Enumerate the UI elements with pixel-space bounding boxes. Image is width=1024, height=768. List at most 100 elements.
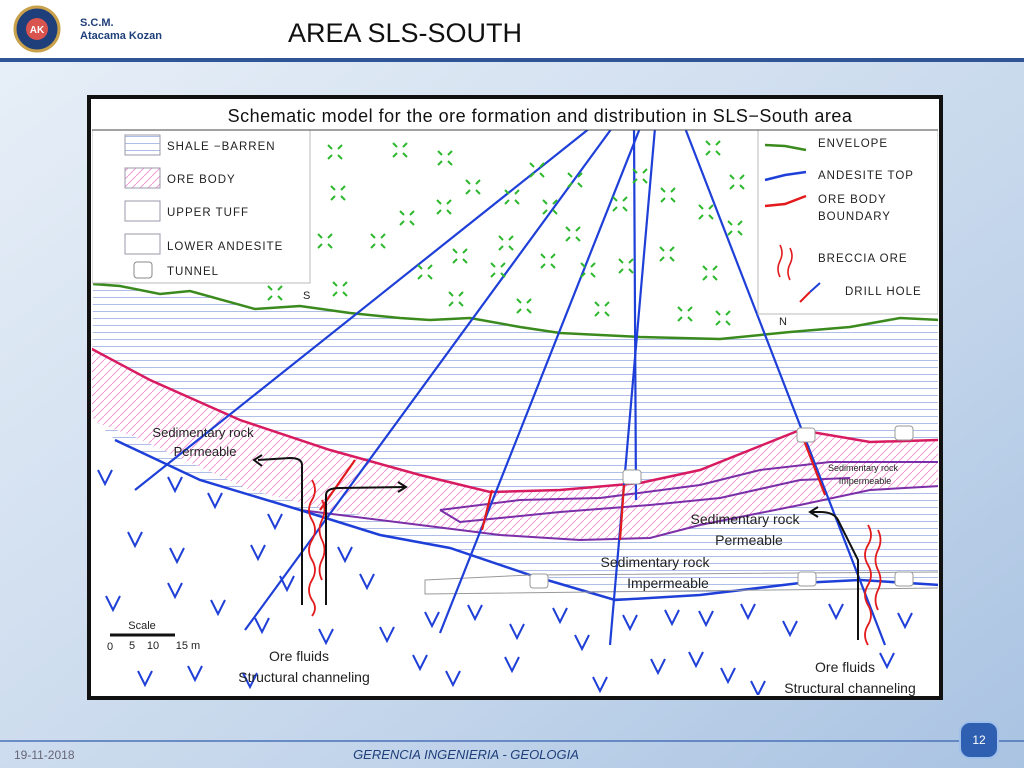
andesite-symbol bbox=[664, 609, 680, 627]
fluid-arrow bbox=[325, 486, 406, 605]
andesite-symbol bbox=[379, 626, 395, 644]
andesite-symbol bbox=[267, 513, 283, 531]
legend-right bbox=[757, 129, 938, 315]
andesite-symbol bbox=[337, 546, 353, 564]
legend-swatch bbox=[124, 167, 161, 189]
andesite-symbol bbox=[97, 469, 113, 487]
ore-body bbox=[92, 349, 938, 540]
header-band bbox=[0, 0, 1024, 58]
tunnel-icon bbox=[796, 427, 816, 443]
legend-swatch bbox=[133, 261, 153, 279]
legend-label: BRECCIA ORE bbox=[818, 253, 908, 265]
diagram-title: Schematic model for the ore formation an… bbox=[228, 106, 853, 126]
annotation: Impermeable bbox=[839, 476, 892, 486]
breccia bbox=[318, 499, 326, 581]
tuff-symbol bbox=[618, 258, 634, 274]
legend-swatch bbox=[777, 244, 793, 281]
page-number: 12 bbox=[972, 733, 986, 747]
arrows bbox=[252, 454, 859, 640]
tuff-symbol bbox=[580, 262, 596, 278]
annotation: Structural channeling bbox=[238, 669, 370, 685]
north-label: N bbox=[779, 316, 787, 328]
tunnel-icon bbox=[894, 425, 914, 441]
scale-tick: 0 bbox=[107, 641, 113, 653]
envelope-line bbox=[92, 282, 938, 341]
drill-hole bbox=[683, 127, 887, 646]
purple-layer bbox=[439, 461, 938, 524]
andesite-symbol bbox=[828, 603, 844, 621]
tuff-symbol bbox=[567, 172, 583, 188]
tuff-symbol bbox=[332, 281, 348, 297]
footer-department: GERENCIA INGENIERIA - GEOLOGIA bbox=[353, 747, 579, 762]
tunnel-icon bbox=[622, 469, 642, 485]
tuff-symbol bbox=[448, 291, 464, 307]
south-label: S bbox=[303, 290, 310, 302]
annotation: Ore fluids bbox=[815, 659, 875, 675]
tuff-symbol bbox=[399, 210, 415, 226]
tuff-symbol bbox=[702, 265, 718, 281]
andesite-symbol bbox=[424, 611, 440, 629]
andesite-symbol bbox=[187, 665, 203, 683]
drill-hole bbox=[134, 127, 591, 491]
tuff-symbol bbox=[392, 142, 408, 158]
legend-label: ORE BODY bbox=[167, 174, 236, 186]
andesite-symbol bbox=[750, 680, 766, 695]
andesite-symbol bbox=[250, 544, 266, 562]
scale-tick: 10 bbox=[147, 640, 159, 652]
legend-swatch bbox=[124, 233, 161, 255]
legend-label: ENVELOPE bbox=[818, 138, 888, 150]
tuff-symbol bbox=[677, 306, 693, 322]
andesite-symbol bbox=[650, 658, 666, 676]
andesite-symbol bbox=[509, 623, 525, 641]
tuff-symbol bbox=[516, 298, 532, 314]
andesite-symbol bbox=[782, 620, 798, 638]
logo-abbr: AK bbox=[30, 25, 45, 36]
fluid-arrow bbox=[257, 456, 303, 605]
drill-hole bbox=[244, 127, 613, 631]
tuff-symbol bbox=[452, 248, 468, 264]
andesite-symbol bbox=[698, 610, 714, 628]
andesite-symbol bbox=[207, 492, 223, 510]
andesite-symbol bbox=[127, 531, 143, 549]
andesite-symbol bbox=[688, 651, 704, 669]
intercept bbox=[618, 484, 626, 541]
legend-swatch bbox=[764, 194, 807, 208]
tuff-symbol bbox=[465, 179, 481, 195]
logo-text: S.C.M. bbox=[80, 17, 114, 29]
annotation: Sedimentary rock bbox=[152, 425, 254, 440]
logo-core bbox=[26, 18, 48, 40]
annotation: Permeable bbox=[715, 532, 783, 548]
andesite-symbol bbox=[137, 670, 153, 688]
legend-label: ORE BODY bbox=[818, 194, 887, 206]
intercept bbox=[480, 489, 494, 531]
drill-hole bbox=[632, 127, 638, 501]
tuff-symbol bbox=[612, 196, 628, 212]
tunnel bbox=[424, 571, 938, 595]
annotation: Impermeable bbox=[627, 575, 709, 591]
annotation: Sedimentary rock bbox=[601, 554, 711, 570]
tuff-symbol bbox=[417, 264, 433, 280]
breccia bbox=[308, 479, 316, 617]
tunnel-icon bbox=[797, 571, 817, 587]
andesite-symbol bbox=[105, 595, 121, 613]
andesite-symbol bbox=[254, 617, 270, 635]
andesite-symbol bbox=[467, 604, 483, 622]
page-badge bbox=[959, 721, 999, 759]
legend-swatch bbox=[764, 170, 807, 182]
logo-text: Atacama Kozan bbox=[80, 30, 162, 42]
andesite-symbol bbox=[740, 603, 756, 621]
scale-title: Scale bbox=[128, 620, 156, 632]
andesite-symbol bbox=[720, 667, 736, 685]
legend-swatch bbox=[124, 200, 161, 222]
tuff-symbol bbox=[504, 189, 520, 205]
tuff-symbol bbox=[729, 174, 745, 190]
diagram bbox=[92, 100, 938, 695]
legend-swatch bbox=[809, 282, 821, 293]
andesite-symbol bbox=[879, 652, 895, 670]
breccia-ore bbox=[308, 479, 882, 646]
andesite-symbol bbox=[279, 575, 295, 593]
tuff-symbol bbox=[437, 150, 453, 166]
rock-symbols bbox=[97, 140, 913, 695]
andesite-symbol bbox=[169, 547, 185, 565]
tuff-symbol bbox=[632, 168, 648, 184]
